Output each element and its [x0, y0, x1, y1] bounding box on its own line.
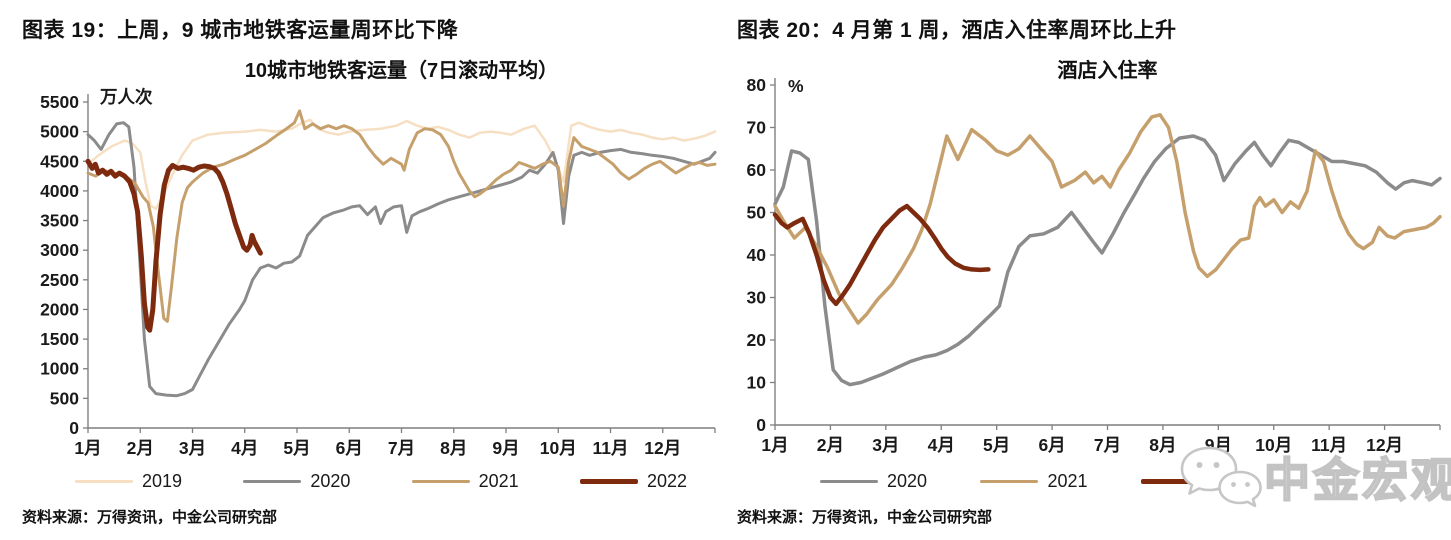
- legend-item-2020: 2020: [820, 471, 927, 492]
- x-tick-label: 7月: [388, 438, 415, 458]
- legend-item-2020: 2020: [243, 471, 350, 492]
- legend-item-2021: 2021: [411, 471, 519, 492]
- y-tick-label: 50: [747, 203, 767, 223]
- axis-unit-label: %: [788, 78, 804, 96]
- x-tick-label: 2月: [127, 438, 154, 458]
- series-line-2021: [773, 113, 1442, 325]
- x-tick-label: 11月: [593, 438, 629, 458]
- y-tick-label: 500: [50, 388, 79, 408]
- y-tick-label: 40: [747, 245, 767, 265]
- y-tick-label: 2500: [40, 270, 79, 290]
- legend-swatch-2019: [75, 480, 133, 483]
- legend-swatch-2022: [579, 479, 638, 484]
- y-tick-label: 70: [747, 118, 767, 138]
- y-tick-label: 4000: [40, 181, 79, 201]
- y-tick-label: 3000: [40, 240, 79, 260]
- y-tick-label: 10: [747, 373, 767, 393]
- hotel-chart-title: 酒店入住率: [1057, 60, 1158, 82]
- watermark: 中金宏观: [1178, 444, 1451, 515]
- x-tick-label: 12月: [1366, 435, 1403, 455]
- legend-label-2021: 2021: [1047, 471, 1088, 491]
- x-tick-label: 4月: [928, 435, 955, 455]
- legend-item-2021: 2021: [980, 471, 1088, 492]
- x-tick-label: 7月: [1094, 435, 1121, 455]
- y-tick-label: 4500: [40, 151, 79, 171]
- figure-20-heading: 图表 20：4 月第 1 周，酒店入住率周环比上升: [737, 19, 1177, 42]
- series-line-2019: [86, 118, 717, 210]
- x-tick-label: 8月: [1149, 435, 1176, 455]
- legend-swatch-2021: [411, 480, 470, 483]
- series-line-2021: [86, 109, 717, 323]
- legend-label-2020: 2020: [887, 471, 928, 491]
- y-tick-label: 0: [756, 415, 766, 435]
- series-line-2020: [86, 121, 717, 398]
- x-tick-label: 5月: [983, 435, 1010, 455]
- x-tick-label: 6月: [336, 438, 363, 458]
- metro-chart-legend: 2019 2020 2021 2022: [75, 471, 687, 492]
- y-tick-label: 80: [747, 78, 767, 95]
- x-tick-label: 10月: [540, 438, 577, 458]
- y-tick-label: 20: [747, 330, 767, 350]
- y-tick-label: 30: [747, 288, 767, 308]
- legend-label-2020: 2020: [310, 471, 351, 491]
- axis-unit-label: 万人次: [99, 87, 153, 107]
- legend-swatch-2020: [243, 480, 302, 483]
- y-tick-label: 1000: [40, 359, 79, 379]
- x-tick-label: 2月: [817, 435, 844, 455]
- figure-19-heading: 图表 19：上周，9 城市地铁客运量周环比下降: [22, 19, 459, 42]
- x-tick-label: 12月: [644, 438, 681, 458]
- legend-swatch-2020: [820, 479, 878, 484]
- x-tick-label: 3月: [179, 438, 206, 458]
- x-tick-label: 6月: [1038, 435, 1065, 455]
- metro-source-note: 资料来源：万得资讯，中金公司研究部: [22, 509, 278, 526]
- y-tick-label: 3500: [40, 211, 79, 231]
- series-line-2022: [772, 203, 991, 307]
- legend-label-2022: 2022: [646, 471, 687, 491]
- x-tick-label: 5月: [283, 438, 310, 458]
- metro-line-chart: 0 500 1000 1500 2000 2500 3000 3500 4000 4500 5000…: [40, 87, 717, 458]
- x-tick-label: 8月: [440, 438, 467, 458]
- x-tick-label: 10月: [1255, 435, 1292, 455]
- y-tick-label: 0: [69, 418, 79, 438]
- x-tick-label: 11月: [1311, 435, 1347, 455]
- x-tick-label: 4月: [231, 438, 258, 458]
- metro-chart-title: 10城市地铁客运量（7日滚动平均）: [244, 60, 559, 82]
- legend-label-2021: 2021: [478, 471, 519, 491]
- legend-item-2022: 2022: [579, 471, 687, 492]
- x-tick-label: 9月: [492, 438, 519, 458]
- x-tick-label: 1月: [761, 435, 788, 455]
- hotel-chart-panel: 图表 20：4 月第 1 周，酒店入住率周环比上升 酒店入住率 0 10 20 30 4…: [730, 0, 1451, 540]
- legend-swatch-2021: [980, 479, 1039, 484]
- legend-item-2019: 2019: [75, 471, 182, 492]
- y-tick-label: 60: [747, 160, 767, 180]
- series-line-2020: [773, 134, 1442, 387]
- metro-chart-panel: 图表 19：上周，9 城市地铁客运量周环比下降 10城市地铁客运量（7日滚动平均…: [0, 0, 725, 540]
- series-line-2022: [85, 158, 263, 333]
- legend-swatch-2022: [1140, 479, 1199, 484]
- y-tick-label: 5500: [40, 92, 79, 112]
- wechat-icon: [1178, 444, 1264, 515]
- y-tick-label: 2000: [40, 299, 79, 319]
- legend-label-2019: 2019: [142, 471, 183, 491]
- watermark-text: 中金宏观: [1263, 453, 1451, 507]
- y-tick-label: 1500: [40, 329, 79, 349]
- x-tick-label: 3月: [872, 435, 899, 455]
- y-tick-label: 5000: [40, 122, 79, 142]
- hotel-source-note: 资料来源：万得资讯，中金公司研究部: [737, 509, 993, 526]
- x-tick-label: 1月: [74, 438, 101, 458]
